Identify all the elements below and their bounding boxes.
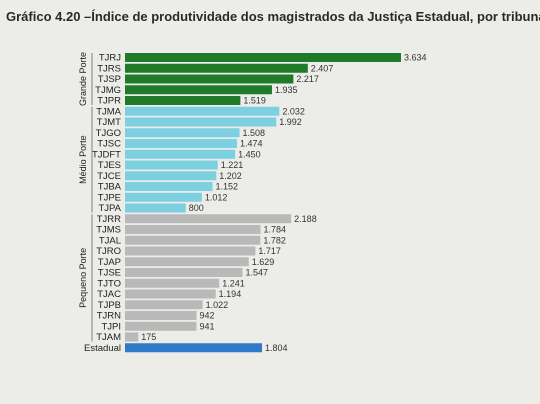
value-label-tjrj: 3.634 bbox=[404, 53, 427, 63]
value-label-tjdft: 1.450 bbox=[238, 149, 261, 159]
bar-tjba bbox=[125, 182, 213, 191]
bar-tjes bbox=[125, 160, 218, 170]
category-label-tjba: TJBA bbox=[98, 182, 122, 193]
value-label-tjgo: 1.508 bbox=[243, 128, 266, 138]
category-label-tjdft: TJDFT bbox=[92, 149, 121, 160]
category-label-tjap: TJAP bbox=[98, 257, 121, 268]
bar-tjse bbox=[125, 268, 243, 277]
category-label-tjpi: TJPI bbox=[101, 321, 121, 332]
value-label-tjto: 1.241 bbox=[222, 278, 245, 288]
bar-tjpr bbox=[125, 96, 241, 105]
category-label-tjal: TJAL bbox=[99, 235, 121, 246]
value-label-tjse: 1.547 bbox=[245, 268, 268, 278]
bar-tjmt bbox=[125, 117, 277, 127]
category-label-tjsp: TJSP bbox=[98, 74, 121, 85]
value-label-tjrr: 2.188 bbox=[294, 214, 317, 224]
value-label-tjro: 1.717 bbox=[258, 246, 281, 256]
category-label-tjpa: TJPA bbox=[98, 203, 121, 214]
bar-tjce bbox=[125, 171, 217, 181]
category-label-tjac: TJAC bbox=[97, 289, 121, 300]
bar-tjpe bbox=[125, 192, 202, 202]
category-label-tjms: TJMS bbox=[96, 225, 121, 236]
value-label-tjms: 1.784 bbox=[263, 225, 286, 235]
value-label-tjsc: 1.474 bbox=[240, 139, 263, 149]
category-label-tjro: TJRO bbox=[96, 246, 121, 257]
category-label-tjce: TJCE bbox=[97, 171, 121, 182]
bar-tjto bbox=[125, 278, 220, 288]
value-label-tjpr: 1.519 bbox=[243, 96, 266, 106]
bar-tjam bbox=[125, 332, 139, 342]
bar-tjro bbox=[125, 246, 256, 256]
group-label-pequeno-porte: Pequeno Porte bbox=[78, 248, 88, 308]
value-label-tjsp: 2.217 bbox=[296, 74, 319, 84]
category-label-tjto: TJTO bbox=[97, 278, 121, 289]
value-label-tjac: 1.194 bbox=[219, 289, 242, 299]
value-label-tjpa: 800 bbox=[189, 203, 204, 213]
category-label-tjsc: TJSC bbox=[97, 139, 121, 150]
bar-tjsp bbox=[125, 74, 294, 84]
category-label-tjmg: TJMG bbox=[95, 85, 121, 96]
value-label-tjpe: 1.012 bbox=[205, 192, 228, 202]
bar-tjma bbox=[125, 106, 280, 116]
bar-tjrn bbox=[125, 311, 197, 320]
group-label-grande-porte: Grande Porte bbox=[78, 52, 88, 106]
value-label-tjam: 175 bbox=[141, 332, 156, 342]
category-label-tjma: TJMA bbox=[96, 106, 121, 117]
value-label-estadual: 1.804 bbox=[265, 343, 288, 353]
category-label-tjpe: TJPE bbox=[98, 192, 121, 203]
bar-tjrs bbox=[125, 63, 308, 73]
category-label-tjse: TJSE bbox=[98, 268, 121, 279]
value-label-tjal: 1.782 bbox=[263, 235, 286, 245]
bar-tjrj bbox=[125, 53, 401, 62]
bar-tjrr bbox=[125, 214, 292, 224]
bar-tjmg bbox=[125, 85, 272, 95]
bar-estadual bbox=[125, 343, 263, 353]
bar-tjms bbox=[125, 225, 261, 234]
category-label-tjpb: TJPB bbox=[98, 300, 121, 311]
bar-tjdft bbox=[125, 149, 236, 159]
bar-tjpi bbox=[125, 321, 197, 331]
bar-tjpb bbox=[125, 300, 203, 310]
value-label-tjpi: 941 bbox=[199, 321, 214, 331]
bar-tjpa bbox=[125, 203, 186, 213]
category-label-tjgo: TJGO bbox=[96, 128, 121, 139]
category-label-tjmt: TJMT bbox=[97, 117, 121, 128]
category-label-tjrr: TJRR bbox=[97, 214, 121, 225]
category-label-tjrs: TJRS bbox=[97, 63, 121, 74]
value-label-tjrn: 942 bbox=[200, 311, 215, 321]
value-label-tjba: 1.152 bbox=[215, 182, 238, 192]
category-label-estadual: Estadual bbox=[84, 343, 121, 354]
bar-tjgo bbox=[125, 128, 240, 138]
value-label-tjap: 1.629 bbox=[252, 257, 275, 267]
group-label-m-dio-porte: Médio Porte bbox=[78, 135, 88, 184]
value-label-tjmt: 1.992 bbox=[279, 117, 302, 127]
value-label-tjmg: 1.935 bbox=[275, 85, 298, 95]
bar-tjsc bbox=[125, 139, 237, 148]
chart-title: Gráfico 4.20 –Índice de produtividade do… bbox=[6, 9, 540, 24]
category-label-tjrj: TJRJ bbox=[99, 53, 121, 64]
bar-tjal bbox=[125, 235, 261, 245]
bar-tjac bbox=[125, 289, 216, 299]
value-label-tjes: 1.221 bbox=[221, 160, 244, 170]
category-label-tjrn: TJRN bbox=[97, 311, 121, 322]
value-label-tjrs: 2.407 bbox=[311, 63, 334, 73]
category-label-tjpr: TJPR bbox=[97, 96, 121, 107]
category-label-tjam: TJAM bbox=[96, 332, 121, 343]
category-label-tjes: TJES bbox=[98, 160, 121, 171]
value-label-tjce: 1.202 bbox=[219, 171, 242, 181]
bar-tjap bbox=[125, 257, 249, 267]
value-label-tjma: 2.032 bbox=[282, 106, 305, 116]
value-label-tjpb: 1.022 bbox=[206, 300, 229, 310]
